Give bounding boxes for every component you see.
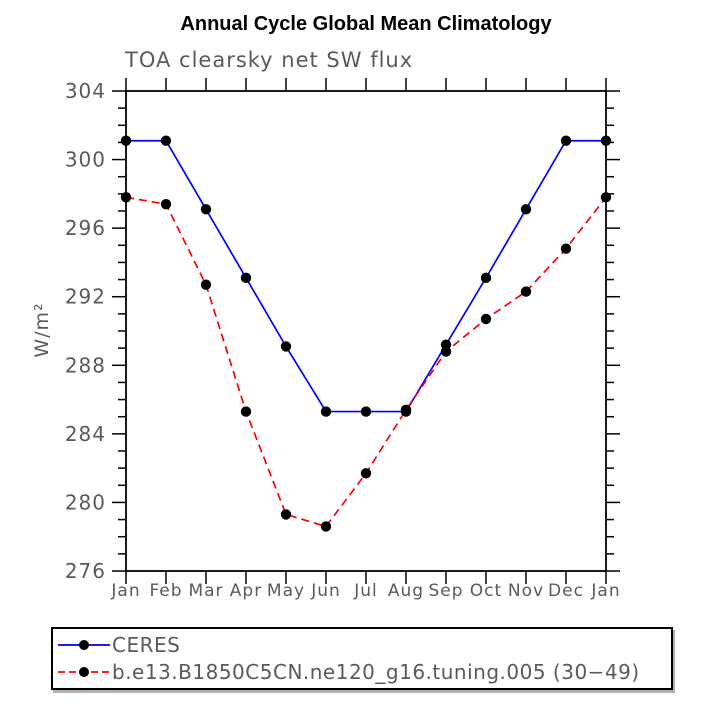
data-point-marker-1	[480, 313, 492, 325]
x-tick-label: May	[267, 581, 305, 601]
y-tick-label: 304	[65, 79, 106, 103]
x-tick-label: Jan	[110, 581, 140, 601]
chart-title: Annual Cycle Global Mean Climatology	[180, 13, 552, 35]
model-sample-marker	[79, 666, 89, 677]
data-point-marker-1	[280, 509, 292, 520]
y-tick-label: 288	[65, 353, 106, 377]
ceres-line-sample	[58, 639, 110, 650]
model-line-sample	[58, 666, 110, 677]
data-point-marker-0	[280, 341, 292, 352]
x-tick-label: Oct	[470, 581, 502, 601]
data-point-marker-0	[200, 204, 212, 215]
data-point-marker-1	[360, 468, 372, 479]
legend-label-model: b.e13.B1850C5CN.ne120_g16.tuning.005 (30…	[112, 659, 640, 684]
data-point-marker-1	[440, 346, 452, 357]
x-tick-label: Jun	[310, 581, 341, 601]
y-tick-label: 292	[65, 285, 106, 309]
data-point-marker-0	[120, 135, 132, 146]
legend-label-ceres: CERES	[112, 632, 181, 657]
legend-item-model: b.e13.B1850C5CN.ne120_g16.tuning.005 (30…	[56, 658, 671, 685]
data-point-marker-0	[480, 272, 492, 284]
data-point-marker-0	[320, 406, 332, 417]
data-point-marker-0	[240, 272, 252, 284]
legend-box: CERES b.e13.B1850C5CN.ne120_g16.tuning.0…	[51, 627, 673, 690]
y-tick-label: 300	[65, 148, 106, 172]
x-tick-label: Feb	[149, 581, 182, 601]
data-point-marker-1	[560, 243, 572, 254]
data-point-marker-1	[600, 192, 612, 203]
x-tick-label: Apr	[230, 581, 262, 601]
data-point-marker-1	[520, 286, 532, 297]
x-tick-label: Jan	[590, 581, 620, 601]
series-line-0	[126, 139, 606, 413]
x-tick-label: Jul	[353, 581, 378, 601]
plot-frame	[125, 90, 607, 572]
y-tick-label: 296	[65, 216, 106, 240]
x-tick-label: Aug	[388, 581, 424, 601]
data-point-marker-0	[600, 135, 612, 146]
legend-item-ceres: CERES	[56, 631, 671, 658]
y-tick-label: 276	[65, 559, 106, 583]
data-point-marker-1	[200, 279, 212, 290]
data-point-marker-0	[560, 135, 572, 146]
y-tick-label: 280	[65, 490, 106, 514]
x-tick-label: Nov	[508, 581, 544, 601]
data-point-marker-1	[120, 192, 132, 203]
data-point-marker-1	[160, 198, 172, 210]
chart-subtitle: TOA clearsky net SW flux	[125, 48, 414, 72]
data-point-marker-0	[520, 204, 532, 215]
x-tick-label: Dec	[548, 581, 584, 601]
y-tick-label: 284	[65, 422, 106, 446]
data-point-marker-0	[360, 406, 372, 417]
data-point-marker-0	[160, 135, 172, 146]
x-tick-label: Mar	[188, 581, 223, 601]
ceres-sample-marker	[79, 639, 89, 650]
x-tick-label: Sep	[428, 581, 463, 601]
data-point-marker-1	[240, 406, 252, 417]
data-point-marker-1	[400, 404, 412, 416]
data-point-marker-1	[320, 521, 332, 532]
